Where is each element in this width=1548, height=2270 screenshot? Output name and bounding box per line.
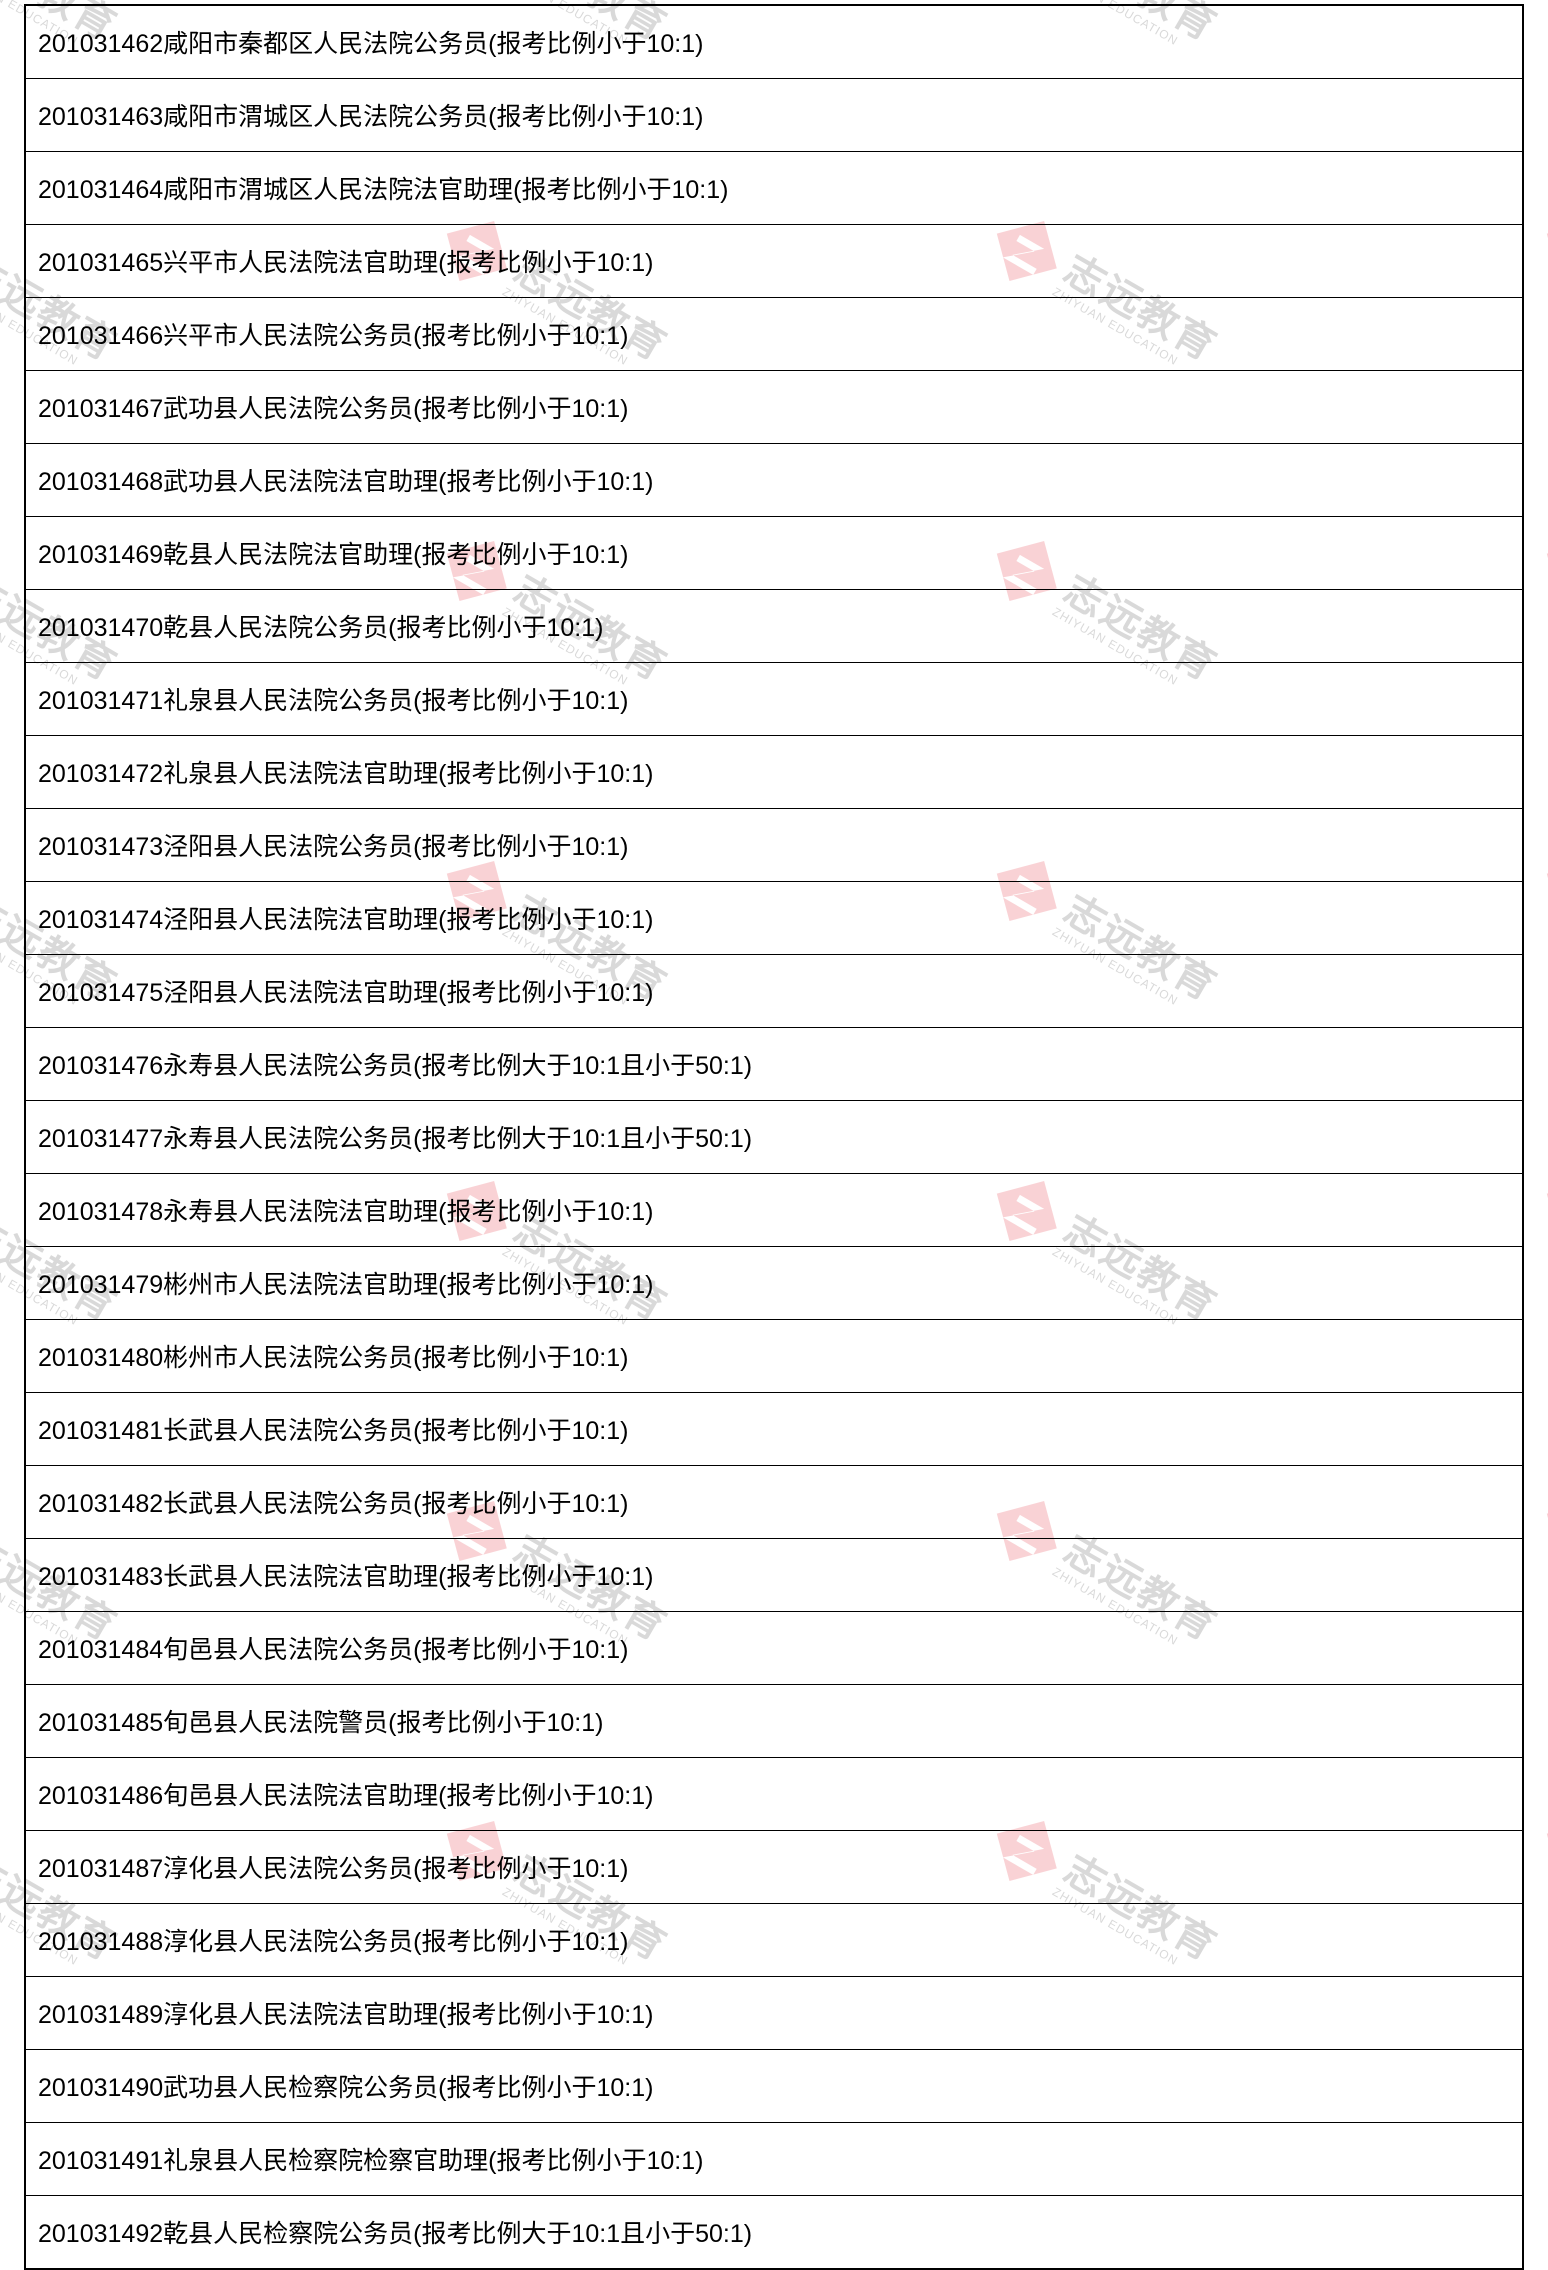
position-cell: 201031474泾阳县人民法院法官助理(报考比例小于10:1) <box>25 882 1523 955</box>
table-row: 201031490武功县人民检察院公务员(报考比例小于10:1) <box>25 2050 1523 2123</box>
position-cell: 201031478永寿县人民法院法官助理(报考比例小于10:1) <box>25 1174 1523 1247</box>
table-row: 201031470乾县人民法院公务员(报考比例小于10:1) <box>25 590 1523 663</box>
position-cell: 201031475泾阳县人民法院法官助理(报考比例小于10:1) <box>25 955 1523 1028</box>
table-row: 201031480彬州市人民法院公务员(报考比例小于10:1) <box>25 1320 1523 1393</box>
table-row: 201031466兴平市人民法院公务员(报考比例小于10:1) <box>25 298 1523 371</box>
position-cell: 201031489淳化县人民法院法官助理(报考比例小于10:1) <box>25 1977 1523 2050</box>
watermark-logo-icon <box>1529 1483 1548 1579</box>
position-cell: 201031468武功县人民法院法官助理(报考比例小于10:1) <box>25 444 1523 517</box>
table-row: 201031481长武县人民法院公务员(报考比例小于10:1) <box>25 1393 1523 1466</box>
position-cell: 201031464咸阳市渭城区人民法院法官助理(报考比例小于10:1) <box>25 152 1523 225</box>
table-row: 201031473泾阳县人民法院公务员(报考比例小于10:1) <box>25 809 1523 882</box>
table-row: 201031475泾阳县人民法院法官助理(报考比例小于10:1) <box>25 955 1523 1028</box>
watermark-logo-icon <box>1529 203 1548 299</box>
table-row: 201031474泾阳县人民法院法官助理(报考比例小于10:1) <box>25 882 1523 955</box>
position-cell: 201031490武功县人民检察院公务员(报考比例小于10:1) <box>25 2050 1523 2123</box>
table-row: 201031485旬邑县人民法院警员(报考比例小于10:1) <box>25 1685 1523 1758</box>
table-row: 201031463咸阳市渭城区人民法院公务员(报考比例小于10:1) <box>25 79 1523 152</box>
table-row: 201031484旬邑县人民法院公务员(报考比例小于10:1) <box>25 1612 1523 1685</box>
watermark-logo-icon <box>1529 523 1548 619</box>
watermark-stamp: 志远教育ZHIYUAN EDUCATION <box>1529 843 1548 1027</box>
table-row: 201031469乾县人民法院法官助理(报考比例小于10:1) <box>25 517 1523 590</box>
position-cell: 201031483长武县人民法院法官助理(报考比例小于10:1) <box>25 1539 1523 1612</box>
table-row: 201031489淳化县人民法院法官助理(报考比例小于10:1) <box>25 1977 1523 2050</box>
table-row: 201031476永寿县人民法院公务员(报考比例大于10:1且小于50:1) <box>25 1028 1523 1101</box>
position-cell: 201031480彬州市人民法院公务员(报考比例小于10:1) <box>25 1320 1523 1393</box>
table-row: 201031479彬州市人民法院法官助理(报考比例小于10:1) <box>25 1247 1523 1320</box>
positions-table: 201031462咸阳市秦都区人民法院公务员(报考比例小于10:1)201031… <box>24 4 1524 2270</box>
watermark-stamp: 志远教育ZHIYUAN EDUCATION <box>1529 1163 1548 1347</box>
position-cell: 201031491礼泉县人民检察院检察官助理(报考比例小于10:1) <box>25 2123 1523 2196</box>
table-row: 201031492乾县人民检察院公务员(报考比例大于10:1且小于50:1) <box>25 2196 1523 2270</box>
position-cell: 201031481长武县人民法院公务员(报考比例小于10:1) <box>25 1393 1523 1466</box>
table-row: 201031491礼泉县人民检察院检察官助理(报考比例小于10:1) <box>25 2123 1523 2196</box>
watermark-logo-icon <box>1529 1803 1548 1899</box>
positions-table-container: 201031462咸阳市秦都区人民法院公务员(报考比例小于10:1)201031… <box>24 0 1524 2270</box>
position-cell: 201031462咸阳市秦都区人民法院公务员(报考比例小于10:1) <box>25 5 1523 79</box>
position-cell: 201031473泾阳县人民法院公务员(报考比例小于10:1) <box>25 809 1523 882</box>
table-row: 201031465兴平市人民法院法官助理(报考比例小于10:1) <box>25 225 1523 298</box>
table-row: 201031477永寿县人民法院公务员(报考比例大于10:1且小于50:1) <box>25 1101 1523 1174</box>
table-row: 201031467武功县人民法院公务员(报考比例小于10:1) <box>25 371 1523 444</box>
table-row: 201031487淳化县人民法院公务员(报考比例小于10:1) <box>25 1831 1523 1904</box>
watermark-stamp: 志远教育ZHIYUAN EDUCATION <box>1529 1483 1548 1667</box>
watermark-stamp: 志远教育ZHIYUAN EDUCATION <box>1529 0 1548 67</box>
position-cell: 201031485旬邑县人民法院警员(报考比例小于10:1) <box>25 1685 1523 1758</box>
position-cell: 201031463咸阳市渭城区人民法院公务员(报考比例小于10:1) <box>25 79 1523 152</box>
position-cell: 201031467武功县人民法院公务员(报考比例小于10:1) <box>25 371 1523 444</box>
watermark-logo-icon <box>1529 843 1548 939</box>
table-row: 201031462咸阳市秦都区人民法院公务员(报考比例小于10:1) <box>25 5 1523 79</box>
position-cell: 201031477永寿县人民法院公务员(报考比例大于10:1且小于50:1) <box>25 1101 1523 1174</box>
position-cell: 201031469乾县人民法院法官助理(报考比例小于10:1) <box>25 517 1523 590</box>
table-row: 201031471礼泉县人民法院公务员(报考比例小于10:1) <box>25 663 1523 736</box>
table-row: 201031478永寿县人民法院法官助理(报考比例小于10:1) <box>25 1174 1523 1247</box>
watermark-logo-icon <box>1529 1163 1548 1259</box>
table-row: 201031464咸阳市渭城区人民法院法官助理(报考比例小于10:1) <box>25 152 1523 225</box>
watermark-stamp: 志远教育ZHIYUAN EDUCATION <box>1529 523 1548 707</box>
position-cell: 201031488淳化县人民法院公务员(报考比例小于10:1) <box>25 1904 1523 1977</box>
position-cell: 201031482长武县人民法院公务员(报考比例小于10:1) <box>25 1466 1523 1539</box>
position-cell: 201031479彬州市人民法院法官助理(报考比例小于10:1) <box>25 1247 1523 1320</box>
table-row: 201031472礼泉县人民法院法官助理(报考比例小于10:1) <box>25 736 1523 809</box>
position-cell: 201031470乾县人民法院公务员(报考比例小于10:1) <box>25 590 1523 663</box>
table-row: 201031468武功县人民法院法官助理(报考比例小于10:1) <box>25 444 1523 517</box>
position-cell: 201031476永寿县人民法院公务员(报考比例大于10:1且小于50:1) <box>25 1028 1523 1101</box>
watermark-stamp: 志远教育ZHIYUAN EDUCATION <box>1529 203 1548 387</box>
position-cell: 201031486旬邑县人民法院法官助理(报考比例小于10:1) <box>25 1758 1523 1831</box>
table-row: 201031482长武县人民法院公务员(报考比例小于10:1) <box>25 1466 1523 1539</box>
position-cell: 201031484旬邑县人民法院公务员(报考比例小于10:1) <box>25 1612 1523 1685</box>
position-cell: 201031471礼泉县人民法院公务员(报考比例小于10:1) <box>25 663 1523 736</box>
position-cell: 201031472礼泉县人民法院法官助理(报考比例小于10:1) <box>25 736 1523 809</box>
watermark-stamp: 志远教育ZHIYUAN EDUCATION <box>1529 1803 1548 1987</box>
table-row: 201031488淳化县人民法院公务员(报考比例小于10:1) <box>25 1904 1523 1977</box>
position-cell: 201031465兴平市人民法院法官助理(报考比例小于10:1) <box>25 225 1523 298</box>
position-cell: 201031487淳化县人民法院公务员(报考比例小于10:1) <box>25 1831 1523 1904</box>
table-row: 201031483长武县人民法院法官助理(报考比例小于10:1) <box>25 1539 1523 1612</box>
position-cell: 201031466兴平市人民法院公务员(报考比例小于10:1) <box>25 298 1523 371</box>
position-cell: 201031492乾县人民检察院公务员(报考比例大于10:1且小于50:1) <box>25 2196 1523 2270</box>
table-row: 201031486旬邑县人民法院法官助理(报考比例小于10:1) <box>25 1758 1523 1831</box>
